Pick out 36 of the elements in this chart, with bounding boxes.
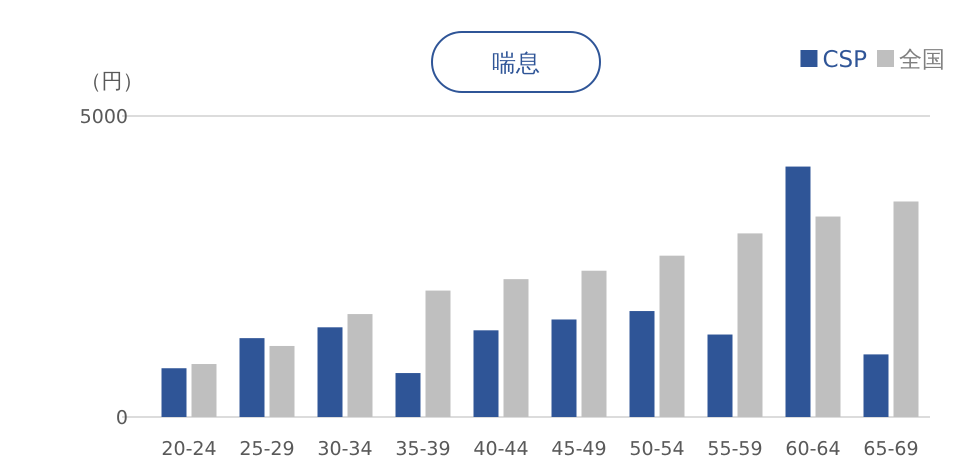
bar — [864, 354, 888, 417]
bar — [504, 279, 528, 417]
bar — [162, 368, 186, 417]
x-tick-label: 40-44 — [473, 438, 529, 460]
y-axis-title: （円） — [80, 69, 144, 93]
bar — [630, 311, 654, 417]
bar — [816, 216, 840, 417]
x-tick-label: 35-39 — [395, 438, 451, 460]
y-tick-label: 0 — [116, 407, 128, 429]
x-tick-label: 65-69 — [863, 438, 919, 460]
bar — [552, 319, 576, 417]
legend-label: 全国 — [899, 47, 945, 73]
x-tick-label: 55-59 — [707, 438, 763, 460]
bar — [270, 346, 294, 417]
y-tick-label: 5000 — [80, 106, 128, 128]
bar — [738, 233, 762, 417]
bar — [786, 166, 810, 417]
bar — [192, 364, 216, 417]
bar — [318, 327, 342, 417]
x-tick-label: 60-64 — [785, 438, 841, 460]
x-tick-label: 30-34 — [317, 438, 373, 460]
bar — [708, 334, 732, 417]
bar — [894, 201, 918, 417]
bar — [396, 373, 420, 417]
bar — [474, 330, 498, 417]
bar — [660, 256, 684, 417]
x-tick-label: 45-49 — [551, 438, 607, 460]
bar — [240, 338, 264, 417]
x-tick-label: 20-24 — [161, 438, 217, 460]
chart-title: 喘息 — [492, 49, 540, 77]
bar — [582, 270, 606, 417]
x-tick-label: 25-29 — [239, 438, 295, 460]
bar — [348, 314, 372, 417]
bar — [426, 290, 450, 417]
legend-label: CSP — [822, 47, 868, 73]
x-tick-label: 50-54 — [629, 438, 685, 460]
